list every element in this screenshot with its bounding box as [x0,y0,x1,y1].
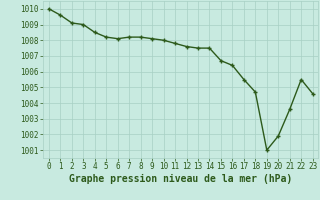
X-axis label: Graphe pression niveau de la mer (hPa): Graphe pression niveau de la mer (hPa) [69,174,292,184]
